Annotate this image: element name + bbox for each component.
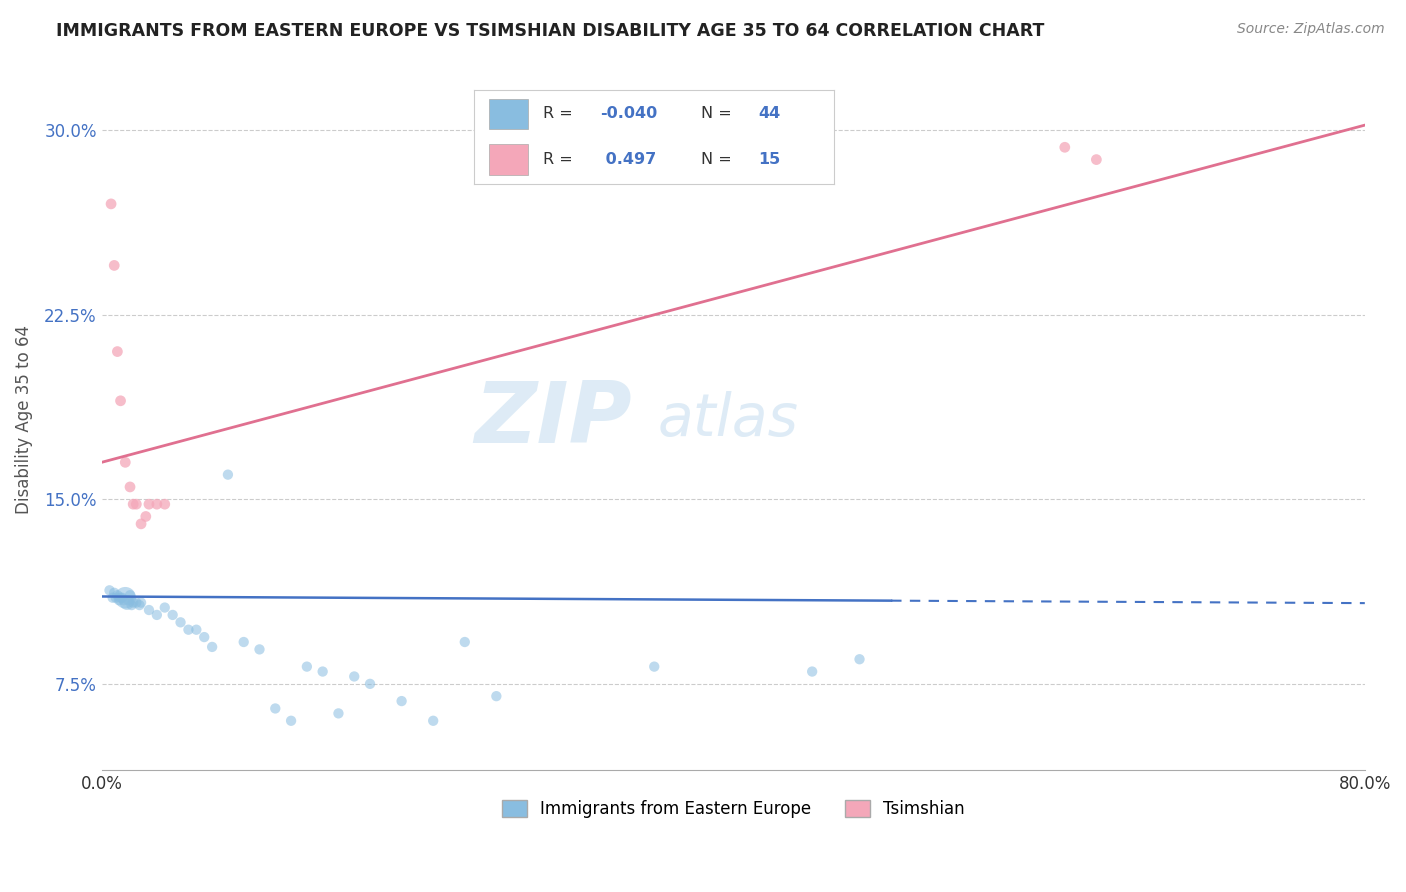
Point bbox=[201, 640, 224, 654]
Point bbox=[146, 497, 169, 511]
Point bbox=[485, 689, 508, 703]
Point bbox=[359, 677, 381, 691]
Point bbox=[114, 455, 136, 469]
Point bbox=[125, 497, 148, 511]
Point bbox=[118, 588, 141, 602]
Point bbox=[138, 497, 160, 511]
Point bbox=[129, 596, 152, 610]
Point bbox=[138, 603, 160, 617]
Point bbox=[146, 607, 169, 622]
Text: atlas: atlas bbox=[658, 391, 799, 448]
Point bbox=[454, 635, 477, 649]
Point bbox=[343, 669, 366, 683]
Point bbox=[153, 497, 176, 511]
Point bbox=[122, 497, 145, 511]
Point bbox=[1053, 140, 1076, 154]
Legend: Immigrants from Eastern Europe, Tsimshian: Immigrants from Eastern Europe, Tsimshia… bbox=[495, 793, 972, 825]
Point bbox=[264, 701, 287, 715]
Point bbox=[112, 593, 135, 607]
Point bbox=[103, 586, 125, 600]
Point bbox=[108, 593, 131, 607]
Point bbox=[280, 714, 302, 728]
Point bbox=[111, 591, 134, 605]
Point bbox=[153, 600, 176, 615]
Point bbox=[110, 393, 132, 408]
Point bbox=[249, 642, 271, 657]
Point bbox=[121, 598, 143, 612]
Point bbox=[129, 516, 152, 531]
Point bbox=[311, 665, 333, 679]
Point bbox=[117, 593, 139, 607]
Point bbox=[115, 596, 138, 610]
Point bbox=[125, 596, 148, 610]
Point bbox=[100, 197, 122, 211]
Point bbox=[422, 714, 444, 728]
Point bbox=[103, 259, 125, 273]
Point bbox=[232, 635, 254, 649]
Y-axis label: Disability Age 35 to 64: Disability Age 35 to 64 bbox=[15, 325, 32, 514]
Text: Source: ZipAtlas.com: Source: ZipAtlas.com bbox=[1237, 22, 1385, 37]
Point bbox=[1085, 153, 1108, 167]
Point bbox=[186, 623, 208, 637]
Point bbox=[193, 630, 215, 644]
Point bbox=[295, 659, 318, 673]
Point bbox=[105, 344, 128, 359]
Point bbox=[643, 659, 665, 673]
Point bbox=[169, 615, 191, 630]
Point bbox=[122, 596, 145, 610]
Point bbox=[98, 583, 121, 598]
Point bbox=[135, 509, 157, 524]
Point bbox=[114, 591, 136, 605]
Point bbox=[128, 598, 150, 612]
Text: ZIP: ZIP bbox=[474, 377, 633, 461]
Point bbox=[848, 652, 870, 666]
Point bbox=[391, 694, 413, 708]
Point bbox=[177, 623, 200, 637]
Text: IMMIGRANTS FROM EASTERN EUROPE VS TSIMSHIAN DISABILITY AGE 35 TO 64 CORRELATION : IMMIGRANTS FROM EASTERN EUROPE VS TSIMSH… bbox=[56, 22, 1045, 40]
Point bbox=[162, 607, 184, 622]
Point bbox=[101, 591, 124, 605]
Point bbox=[110, 591, 132, 605]
Point bbox=[328, 706, 350, 721]
Point bbox=[118, 480, 141, 494]
Point bbox=[104, 591, 127, 605]
Point bbox=[217, 467, 239, 482]
Point bbox=[801, 665, 824, 679]
Point bbox=[105, 588, 128, 602]
